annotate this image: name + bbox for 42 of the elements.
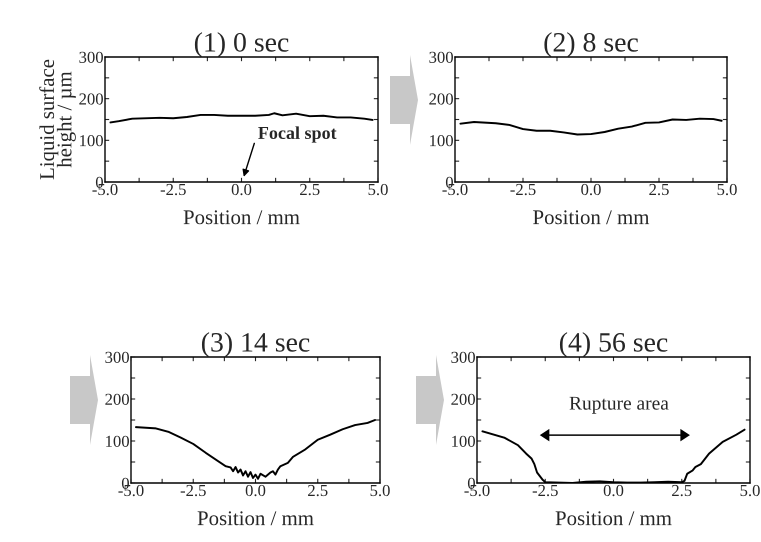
y-tick-label: 200	[79, 93, 103, 105]
y-tick-label: 300	[105, 352, 129, 363]
x-tick-label: -2.5	[510, 184, 536, 196]
y-tick-label: 300	[79, 52, 103, 63]
x-tick-label: -2.5	[160, 184, 186, 196]
annotation: Rupture area	[570, 396, 669, 414]
y-tick-label: 100	[80, 135, 103, 146]
x-tick-label: 0.0	[246, 484, 266, 496]
x-tick-label: 5.0	[370, 484, 390, 496]
chart-title: (3) 14 sec	[202, 332, 310, 358]
x-tick-label: 2.5	[308, 484, 328, 496]
x-axis-title: Position / mm	[198, 511, 314, 526]
y-tick-label: 300	[429, 52, 453, 63]
y-tick-label: 300	[451, 352, 475, 363]
x-tick-label: 5.0	[368, 184, 388, 196]
y-axis-title: Liquid surface height / µm	[39, 60, 76, 180]
x-tick-label: -2.5	[180, 484, 206, 496]
x-axis-title: Position / mm	[533, 210, 650, 224]
y-tick-label: 200	[429, 93, 453, 105]
x-tick-label: 0.0	[604, 484, 624, 496]
x-axis-title: Position / mm	[556, 511, 672, 526]
y-tick-label: 100	[430, 135, 453, 146]
line-series	[459, 118, 723, 136]
y-tick-label: 100	[452, 436, 475, 447]
x-axis-title: Position / mm	[184, 210, 300, 224]
y-tick-label: 100	[106, 436, 129, 447]
chart-title: (1) 0 sec	[194, 32, 288, 58]
x-tick-label: 5.0	[718, 184, 737, 196]
line-series	[135, 419, 376, 480]
chart-title: (4) 56 sec	[560, 332, 668, 358]
x-tick-label: 5.0	[740, 484, 760, 496]
line-series	[109, 112, 374, 124]
annotation: Focal spot	[258, 126, 337, 143]
x-tick-label: 0.0	[232, 184, 252, 196]
x-tick-label: 2.5	[300, 184, 320, 196]
x-tick-label: 2.5	[649, 184, 669, 196]
y-tick-label: 200	[451, 394, 475, 405]
x-tick-label: 0.0	[581, 184, 601, 196]
x-tick-label: -2.5	[532, 484, 558, 496]
x-tick-label: 2.5	[672, 484, 692, 496]
chart-title: (2) 8 sec	[544, 32, 638, 58]
y-tick-label: 200	[105, 394, 129, 405]
